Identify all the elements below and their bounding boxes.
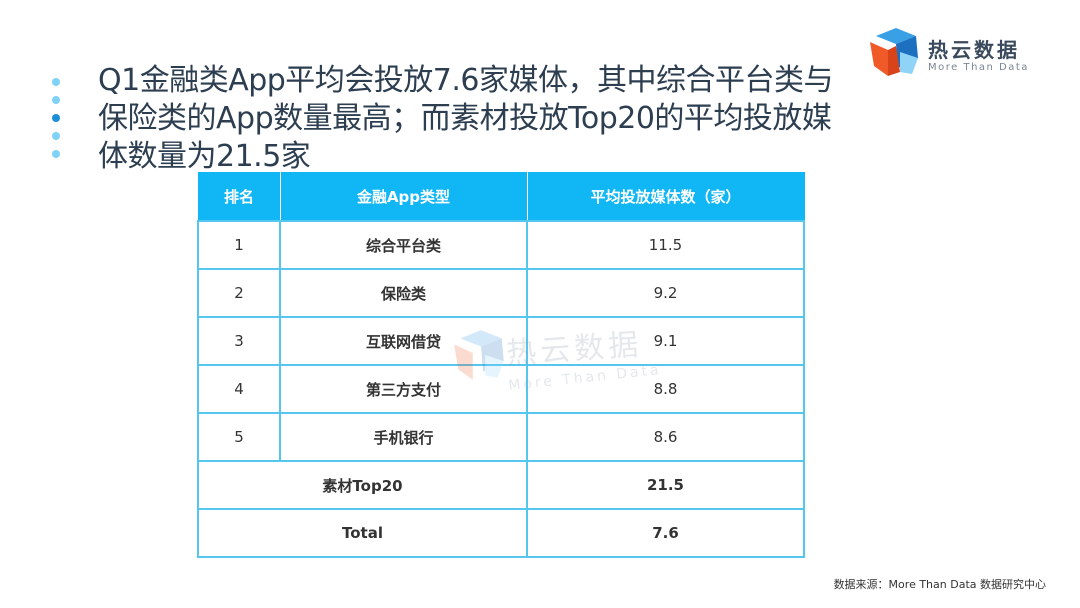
summary-label: 素材Top20 (197, 460, 528, 510)
rank-cell: 1 (197, 220, 281, 270)
type-cell: 互联网借贷 (279, 316, 528, 366)
table-row: 3 互联网借贷 9.1 (197, 316, 805, 366)
bullet-dot (52, 132, 60, 140)
bullet-dot (52, 96, 60, 104)
column-header-rank: 排名 (197, 172, 281, 221)
bullet-dot (52, 150, 60, 158)
column-header-avg-media: 平均投放媒体数（家） (526, 172, 805, 221)
table-header-row: 排名 金融App类型 平均投放媒体数（家） (197, 172, 805, 221)
finance-app-media-table: 排名 金融App类型 平均投放媒体数（家） 1 综合平台类 11.5 2 保险类… (197, 172, 805, 558)
table-row: 5 手机银行 8.6 (197, 412, 805, 462)
summary-value: 21.5 (526, 460, 805, 510)
brand-logo: 热云数据 More Than Data (866, 28, 1036, 80)
column-header-type: 金融App类型 (279, 172, 528, 221)
logo-name: 热云数据 (928, 38, 1020, 62)
type-cell: 保险类 (279, 268, 528, 318)
bullet-dot (52, 78, 60, 86)
watermark-name: 热云数据 (505, 327, 644, 372)
summary-row-total: Total 7.6 (197, 508, 805, 558)
type-cell: 手机银行 (279, 412, 528, 462)
logo-tagline: More Than Data (928, 62, 1029, 73)
watermark-logo-icon (454, 330, 504, 380)
data-source-note: 数据来源：More Than Data 数据研究中心 (833, 578, 1046, 591)
summary-value: 7.6 (526, 508, 805, 558)
summary-label: Total (197, 508, 528, 558)
watermark: 热云数据 More Than Data (450, 318, 680, 408)
type-cell: 综合平台类 (279, 220, 528, 270)
logo-cube-icon (870, 28, 918, 76)
value-cell: 9.1 (526, 316, 805, 366)
rank-cell: 5 (197, 412, 281, 462)
page-title: Q1金融类App平均会投放7.6家媒体，其中综合平台类与保险类的App数量最高；… (98, 63, 834, 174)
type-cell: 第三方支付 (279, 364, 528, 414)
rank-cell: 2 (197, 268, 281, 318)
rank-cell: 4 (197, 364, 281, 414)
value-cell: 9.2 (526, 268, 805, 318)
rank-cell: 3 (197, 316, 281, 366)
table-row: 1 综合平台类 11.5 (197, 220, 805, 270)
bullet-dot (52, 114, 60, 122)
summary-row-top20: 素材Top20 21.5 (197, 460, 805, 510)
table-row: 4 第三方支付 8.8 (197, 364, 805, 414)
value-cell: 8.8 (526, 364, 805, 414)
value-cell: 11.5 (526, 220, 805, 270)
table-row: 2 保险类 9.2 (197, 268, 805, 318)
value-cell: 8.6 (526, 412, 805, 462)
